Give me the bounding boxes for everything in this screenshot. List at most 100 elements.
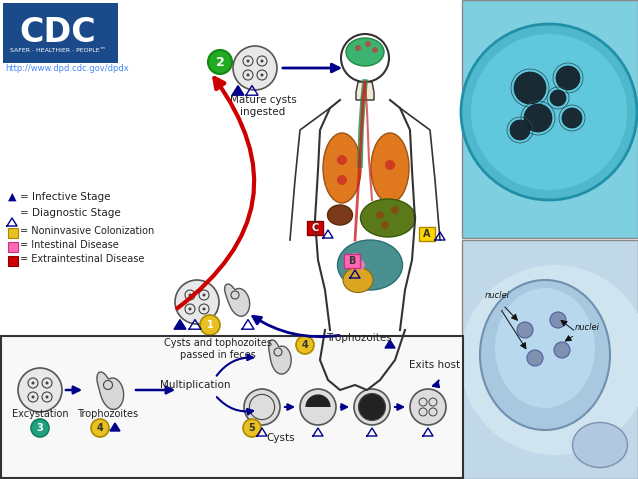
Polygon shape bbox=[174, 319, 186, 329]
Bar bbox=[462, 0, 638, 238]
Circle shape bbox=[243, 419, 261, 437]
Circle shape bbox=[31, 419, 49, 437]
Text: Excystation: Excystation bbox=[11, 409, 68, 419]
Circle shape bbox=[376, 211, 384, 219]
Circle shape bbox=[372, 47, 378, 53]
Circle shape bbox=[354, 389, 390, 425]
Ellipse shape bbox=[360, 199, 415, 237]
Circle shape bbox=[31, 396, 34, 399]
Circle shape bbox=[246, 59, 249, 62]
Text: nuclei: nuclei bbox=[485, 291, 510, 300]
Circle shape bbox=[385, 160, 395, 170]
Circle shape bbox=[300, 389, 336, 425]
Ellipse shape bbox=[327, 205, 353, 225]
Circle shape bbox=[350, 253, 360, 263]
FancyBboxPatch shape bbox=[307, 221, 323, 235]
Text: nuclei: nuclei bbox=[575, 323, 600, 332]
Text: 5: 5 bbox=[249, 423, 255, 433]
Circle shape bbox=[31, 381, 34, 385]
Circle shape bbox=[365, 41, 371, 47]
Text: Mature cysts
ingested: Mature cysts ingested bbox=[230, 95, 297, 116]
Wedge shape bbox=[306, 394, 330, 407]
Ellipse shape bbox=[371, 133, 409, 203]
Circle shape bbox=[550, 90, 566, 106]
Circle shape bbox=[381, 221, 389, 229]
Text: Trophozoites: Trophozoites bbox=[77, 409, 138, 419]
Circle shape bbox=[471, 34, 627, 190]
Text: CDC: CDC bbox=[20, 15, 96, 48]
Circle shape bbox=[202, 308, 205, 310]
Ellipse shape bbox=[343, 267, 373, 293]
Text: = Infective Stage: = Infective Stage bbox=[20, 192, 110, 202]
Circle shape bbox=[260, 59, 263, 62]
FancyBboxPatch shape bbox=[419, 227, 435, 241]
FancyBboxPatch shape bbox=[8, 256, 18, 266]
Circle shape bbox=[188, 294, 191, 297]
Ellipse shape bbox=[338, 240, 403, 290]
Circle shape bbox=[296, 336, 314, 354]
Ellipse shape bbox=[572, 422, 628, 468]
Circle shape bbox=[550, 312, 566, 328]
Circle shape bbox=[260, 73, 263, 77]
Polygon shape bbox=[97, 372, 124, 410]
Circle shape bbox=[524, 104, 552, 132]
Circle shape bbox=[233, 46, 277, 90]
Circle shape bbox=[514, 72, 546, 104]
FancyBboxPatch shape bbox=[3, 3, 118, 63]
Circle shape bbox=[391, 206, 399, 214]
Text: C: C bbox=[311, 223, 318, 233]
Circle shape bbox=[554, 342, 570, 358]
Text: 4: 4 bbox=[96, 423, 103, 433]
FancyBboxPatch shape bbox=[1, 336, 463, 478]
Bar bbox=[462, 240, 638, 479]
Circle shape bbox=[527, 350, 543, 366]
Text: 1: 1 bbox=[207, 320, 213, 330]
Ellipse shape bbox=[495, 288, 595, 408]
Circle shape bbox=[410, 389, 446, 425]
Text: ▲: ▲ bbox=[8, 192, 17, 202]
Circle shape bbox=[208, 50, 232, 74]
Circle shape bbox=[337, 175, 347, 185]
Text: = Diagnostic Stage: = Diagnostic Stage bbox=[20, 208, 121, 218]
Circle shape bbox=[510, 120, 530, 140]
Circle shape bbox=[175, 280, 219, 324]
Polygon shape bbox=[385, 340, 395, 348]
Text: = Intestinal Disease: = Intestinal Disease bbox=[20, 240, 119, 250]
Circle shape bbox=[517, 322, 533, 338]
Text: SAFER · HEALTHIER · PEOPLE™: SAFER · HEALTHIER · PEOPLE™ bbox=[10, 47, 106, 53]
Text: A: A bbox=[423, 229, 431, 239]
Circle shape bbox=[355, 260, 365, 270]
Circle shape bbox=[359, 394, 385, 421]
FancyBboxPatch shape bbox=[8, 242, 18, 252]
Text: Trophozoites: Trophozoites bbox=[326, 333, 392, 343]
Circle shape bbox=[188, 308, 191, 310]
Circle shape bbox=[461, 24, 637, 200]
Circle shape bbox=[337, 155, 347, 165]
Polygon shape bbox=[269, 340, 291, 374]
Circle shape bbox=[91, 419, 109, 437]
Ellipse shape bbox=[346, 38, 384, 66]
Text: 3: 3 bbox=[36, 423, 43, 433]
Circle shape bbox=[200, 315, 220, 335]
Text: Cysts: Cysts bbox=[266, 433, 295, 443]
Text: = Noninvasive Colonization: = Noninvasive Colonization bbox=[20, 226, 154, 236]
Text: 2: 2 bbox=[216, 56, 225, 68]
Circle shape bbox=[246, 73, 249, 77]
Polygon shape bbox=[110, 423, 120, 431]
FancyBboxPatch shape bbox=[8, 228, 18, 238]
FancyBboxPatch shape bbox=[344, 254, 360, 268]
Circle shape bbox=[45, 381, 48, 385]
Circle shape bbox=[202, 294, 205, 297]
Circle shape bbox=[355, 45, 361, 51]
Circle shape bbox=[244, 389, 280, 425]
Text: http://www.dpd.cdc.gov/dpdx: http://www.dpd.cdc.gov/dpdx bbox=[5, 64, 129, 72]
Circle shape bbox=[45, 396, 48, 399]
Polygon shape bbox=[225, 284, 249, 316]
Text: Exits host: Exits host bbox=[410, 360, 461, 370]
Text: Cysts and tophozoites
passed in feces: Cysts and tophozoites passed in feces bbox=[164, 338, 272, 360]
Text: B: B bbox=[348, 256, 356, 266]
Circle shape bbox=[460, 265, 638, 455]
Text: Multiplication: Multiplication bbox=[160, 380, 230, 390]
Circle shape bbox=[556, 66, 580, 90]
Polygon shape bbox=[232, 86, 244, 95]
